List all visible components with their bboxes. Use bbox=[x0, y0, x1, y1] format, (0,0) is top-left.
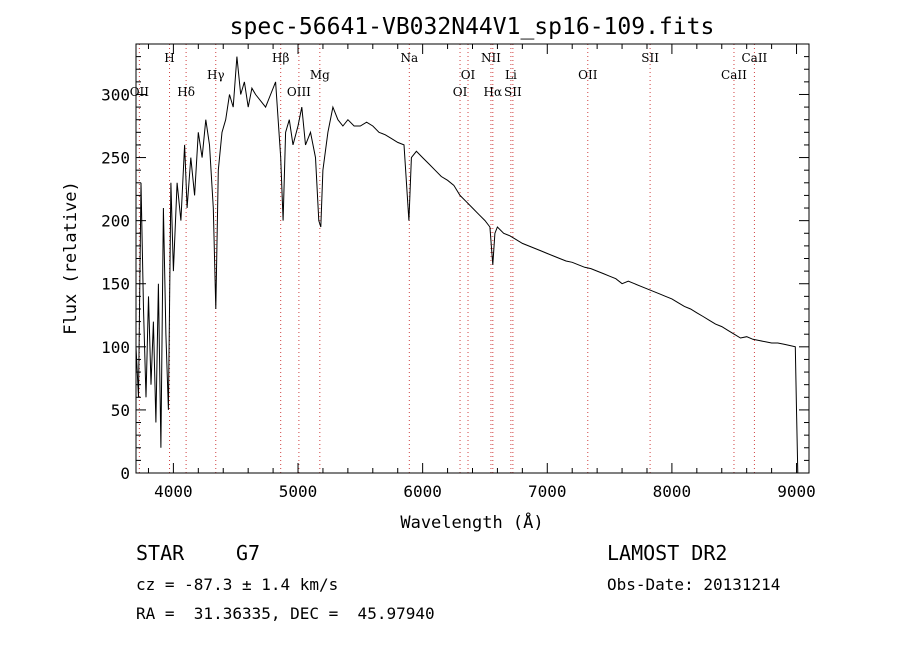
line-label: Hα bbox=[484, 85, 503, 99]
object-class: STAR bbox=[136, 541, 185, 565]
line-label: Hβ bbox=[272, 51, 289, 65]
line-label: OI bbox=[461, 68, 476, 82]
line-label: CaII bbox=[741, 51, 767, 65]
y-tick-label: 250 bbox=[101, 149, 130, 168]
redshift-readout: cz = -87.3 ± 1.4 km/s bbox=[136, 575, 338, 594]
line-label: Hδ bbox=[177, 85, 195, 99]
subclass: G7 bbox=[236, 541, 260, 565]
plot-frame bbox=[135, 43, 810, 474]
x-tick-label: 5000 bbox=[279, 482, 318, 501]
line-label: NII bbox=[481, 51, 501, 65]
line-label: OII bbox=[130, 85, 150, 99]
line-label: H bbox=[164, 51, 174, 65]
survey-name: LAMOST DR2 bbox=[607, 541, 727, 565]
x-tick-label: 8000 bbox=[653, 482, 692, 501]
axes: 4000 5000 6000 7000 8000 9000 0 50 100 150 200 250 3… bbox=[101, 44, 816, 501]
line-label: Hγ bbox=[207, 68, 225, 82]
line-label: CaII bbox=[721, 68, 747, 82]
line-label: Li bbox=[505, 68, 517, 82]
line-label: SII bbox=[504, 85, 522, 99]
x-tick-label: 6000 bbox=[403, 482, 442, 501]
spectrum-line bbox=[135, 56, 799, 474]
line-label: OIII bbox=[287, 85, 311, 99]
line-label: OII bbox=[578, 68, 598, 82]
chart-title: spec-56641-VB032N44V1_sp16-109.fits bbox=[230, 14, 715, 40]
x-tick-label: 7000 bbox=[528, 482, 567, 501]
coordinates: RA = 31.36335, DEC = 45.97940 bbox=[136, 604, 435, 623]
line-label: OI bbox=[453, 85, 468, 99]
x-axis-label: Wavelength (Å) bbox=[400, 511, 543, 533]
y-tick-label: 150 bbox=[101, 275, 130, 294]
info-panel: STAR G7 LAMOST DR2 cz = -87.3 ± 1.4 km/s… bbox=[136, 541, 780, 623]
y-tick-label: 100 bbox=[101, 338, 130, 357]
x-tick-label: 4000 bbox=[154, 482, 193, 501]
y-tick-label: 0 bbox=[120, 464, 130, 483]
y-tick-label: 300 bbox=[101, 85, 130, 104]
x-tick-label: 9000 bbox=[777, 482, 816, 501]
y-tick-label: 50 bbox=[111, 401, 130, 420]
line-label: Mg bbox=[310, 68, 330, 82]
y-tick-label: 200 bbox=[101, 212, 130, 231]
line-label: Na bbox=[400, 51, 418, 65]
y-axis-label: Flux (relative) bbox=[61, 181, 81, 335]
observation-date: Obs-Date: 20131214 bbox=[607, 575, 780, 594]
line-label: SII bbox=[641, 51, 659, 65]
